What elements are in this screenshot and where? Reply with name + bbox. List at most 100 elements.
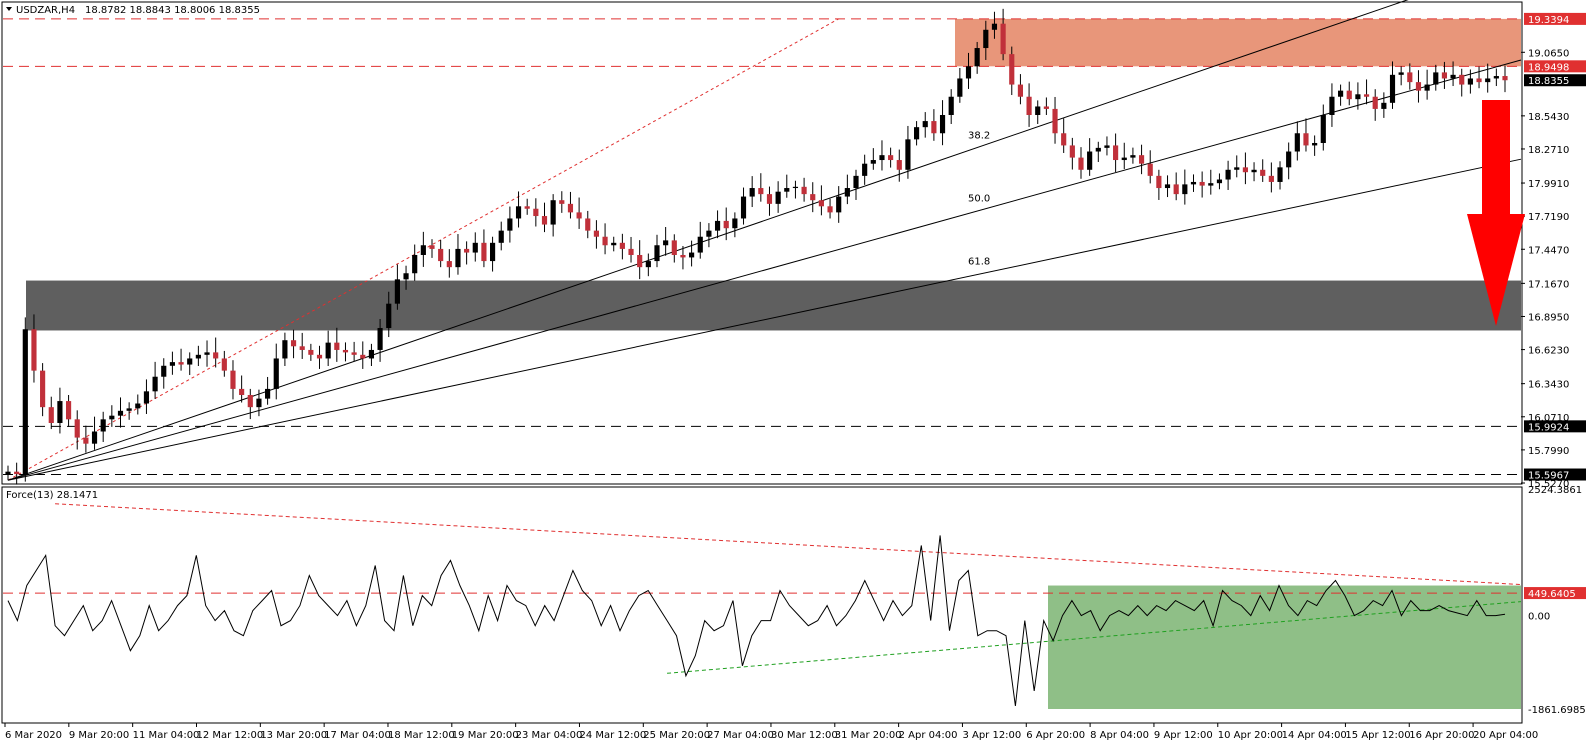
fib-label: 38.2 bbox=[968, 131, 990, 142]
candle-body bbox=[585, 218, 591, 231]
candle-body bbox=[1485, 78, 1491, 83]
candle-body bbox=[965, 66, 972, 79]
candle-body bbox=[1017, 84, 1024, 97]
candle-body bbox=[1415, 82, 1422, 91]
time-tick-label: 14 Apr 04:00 bbox=[1282, 730, 1347, 741]
time-tick-label: 9 Apr 12:00 bbox=[1154, 730, 1213, 741]
candle-body bbox=[818, 200, 824, 207]
price-tag-bg bbox=[1524, 420, 1586, 433]
time-tick-label: 19 Mar 20:00 bbox=[452, 730, 519, 741]
candle-body bbox=[732, 218, 738, 229]
candle-body bbox=[559, 200, 565, 204]
candle-body bbox=[862, 163, 868, 176]
candle-body bbox=[360, 354, 366, 359]
candle-body bbox=[1251, 169, 1257, 173]
candle-body bbox=[931, 121, 937, 134]
candle-body bbox=[507, 218, 513, 231]
candle-body bbox=[109, 415, 115, 420]
candle-body bbox=[602, 236, 608, 246]
price-tag: 15.5967 bbox=[1528, 471, 1569, 482]
candle-body bbox=[412, 254, 418, 274]
symbol-dropdown-icon[interactable] bbox=[6, 7, 12, 11]
candle-body bbox=[758, 188, 764, 195]
candle-body bbox=[888, 155, 894, 161]
candle-body bbox=[464, 248, 470, 253]
candle-body bbox=[195, 354, 201, 359]
price-axis: 19.0650 18.5430 18.2710 17.9910 17.7190 17.44… bbox=[1521, 12, 1586, 490]
candle-body bbox=[1268, 175, 1274, 182]
force-green-trendline bbox=[667, 601, 1522, 674]
force-tick-label: 2524.3861 bbox=[1528, 485, 1582, 496]
candle-body bbox=[65, 401, 72, 420]
candle-body bbox=[706, 230, 712, 237]
candle-body bbox=[1338, 90, 1344, 97]
time-tick-label: 15 Apr 12:00 bbox=[1345, 730, 1410, 741]
candle-body bbox=[766, 194, 773, 204]
candle-body bbox=[922, 121, 928, 128]
candle-body bbox=[446, 261, 452, 268]
price-tick-label: 18.2710 bbox=[1528, 145, 1569, 156]
candle-body bbox=[1294, 133, 1300, 152]
candle-body bbox=[1061, 133, 1067, 146]
candle-body bbox=[1208, 183, 1214, 186]
candle-body bbox=[611, 242, 617, 246]
candle-body bbox=[1329, 96, 1335, 115]
candle-body bbox=[836, 196, 842, 213]
candle-body bbox=[948, 96, 954, 115]
time-tick-label: 3 Apr 12:00 bbox=[962, 730, 1021, 741]
indicator-pane-border bbox=[1, 486, 1523, 724]
price-tick-label: 17.4470 bbox=[1528, 245, 1569, 256]
indicator-green-zone bbox=[1048, 585, 1521, 709]
time-tick-label: 16 Apr 20:00 bbox=[1409, 730, 1474, 741]
candle-body bbox=[256, 398, 262, 408]
time-tick-label: 6 Mar 2020 bbox=[5, 730, 62, 741]
candle-body bbox=[1052, 108, 1058, 134]
candle-body bbox=[983, 29, 989, 49]
candle-body bbox=[593, 230, 599, 237]
candle-body bbox=[40, 370, 46, 408]
candle-body bbox=[1216, 179, 1223, 184]
time-tick-label: 6 Apr 20:00 bbox=[1026, 730, 1085, 741]
candle-body bbox=[489, 242, 496, 262]
candle-body bbox=[74, 419, 80, 438]
candle-body bbox=[1078, 157, 1084, 170]
candle-body bbox=[1493, 76, 1499, 79]
candle-body bbox=[1277, 167, 1283, 182]
candle-body bbox=[671, 240, 677, 255]
candle-body bbox=[282, 340, 288, 359]
candle-body bbox=[1286, 151, 1292, 168]
candle-body bbox=[914, 127, 920, 140]
candle-body bbox=[221, 358, 227, 371]
time-tick-label: 8 Apr 04:00 bbox=[1090, 730, 1149, 741]
price-tag-bg bbox=[1524, 468, 1586, 481]
candle-body bbox=[1502, 76, 1508, 81]
candle-body bbox=[368, 349, 375, 359]
indicator-label: Force(13) 28.1471 bbox=[6, 490, 98, 501]
time-tick-label: 9 Mar 20:00 bbox=[69, 730, 129, 741]
candle-body bbox=[48, 407, 54, 423]
candle-body bbox=[1450, 74, 1456, 79]
time-tick-label: 18 Mar 12:00 bbox=[388, 730, 455, 741]
candle-body bbox=[853, 175, 859, 189]
force-tick-label: -1861.6985 bbox=[1528, 705, 1586, 716]
fan-line bbox=[7, 0, 1409, 481]
candle-body bbox=[775, 191, 781, 204]
candle-body bbox=[472, 242, 478, 253]
fib-label: 61.8 bbox=[968, 257, 990, 268]
candle-body bbox=[991, 23, 998, 30]
candle-body bbox=[1346, 90, 1352, 100]
fib-label: 50.0 bbox=[968, 194, 990, 205]
candle-body bbox=[161, 365, 167, 377]
level-lines bbox=[3, 18, 1521, 476]
candlestick-series bbox=[5, 8, 1508, 485]
candle-body bbox=[1389, 74, 1396, 103]
candle-body bbox=[1121, 157, 1127, 161]
time-tick-label: 30 Mar 12:00 bbox=[771, 730, 838, 741]
candle-body bbox=[239, 388, 245, 395]
candle-body bbox=[697, 236, 703, 253]
candle-body bbox=[126, 408, 132, 411]
candle-body bbox=[394, 279, 400, 304]
candle-body bbox=[1095, 147, 1101, 152]
